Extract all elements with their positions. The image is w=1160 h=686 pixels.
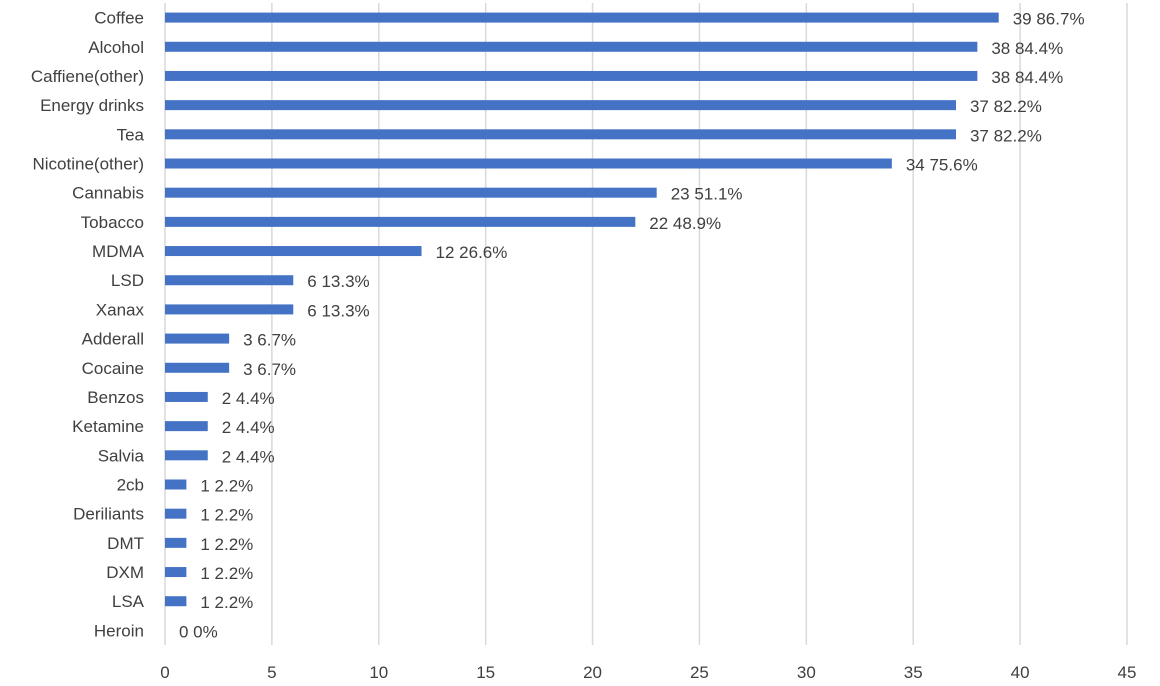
bar-salvia [165,450,208,461]
x-tick-label: 45 [1118,663,1137,682]
category-label: Coffee [94,9,144,28]
x-tick-label: 15 [476,663,495,682]
x-tick-label: 35 [904,663,923,682]
x-tick-label: 0 [160,663,169,682]
x-axis-tick-labels: 0 5 10 15 20 25 30 35 40 45 [160,663,1136,682]
bar-tea [165,129,956,140]
data-label: 2 4.4% [222,418,275,437]
data-label: 39 86.7% [1013,10,1085,29]
category-label: Adderall [82,330,144,349]
category-label: LSA [112,592,145,611]
category-label: DMT [107,534,144,553]
x-tick-label: 20 [583,663,602,682]
x-tick-label: 25 [690,663,709,682]
bar-xanax [165,304,294,315]
data-label: 1 2.2% [200,564,253,583]
data-label: 6 13.3% [307,272,369,291]
data-label: 3 6.7% [243,360,296,379]
category-label: Caffiene(other) [31,67,144,86]
bar-coffee [165,12,999,23]
bar-alcohol [165,41,978,52]
data-label: 0 0% [179,622,218,641]
bar-cocaine [165,362,230,373]
data-label: 1 2.2% [200,506,253,525]
data-label: 37 82.2% [970,97,1042,116]
x-tick-label: 5 [267,663,276,682]
bar-energy-drinks [165,100,956,111]
category-label: Salvia [98,446,145,465]
category-label: Tea [117,125,145,144]
bar-benzos [165,391,208,402]
data-label: 3 6.7% [243,331,296,350]
data-label: 38 84.4% [991,68,1063,87]
data-label: 1 2.2% [200,593,253,612]
category-label: MDMA [92,242,145,261]
x-tick-label: 40 [1011,663,1030,682]
bar-caffiene-other- [165,70,978,81]
data-label: 38 84.4% [991,39,1063,58]
data-label: 6 13.3% [307,301,369,320]
category-label: Ketamine [72,417,144,436]
category-label: Deriliants [73,505,144,524]
bar-tobacco [165,216,636,227]
data-labels: 39 86.7% 38 84.4% 38 84.4% 37 82.2% 37 82.2%… [179,10,1085,642]
bar-mdma [165,246,422,257]
category-label: Xanax [96,300,145,319]
bar-deriliants [165,508,187,519]
category-label: Nicotine(other) [33,155,145,174]
data-label: 12 26.6% [436,243,508,262]
bar-dxm [165,567,187,578]
category-label: LSD [111,271,144,290]
category-label: Heroin [94,621,144,640]
data-label: 1 2.2% [200,535,253,554]
data-label: 22 48.9% [649,214,721,233]
category-label: DXM [106,563,144,582]
category-labels: Coffee Alcohol Caffiene(other) Energy drink… [31,9,145,641]
category-label: Cannabis [72,184,144,203]
category-label: 2cb [117,476,144,495]
data-label: 2 4.4% [222,389,275,408]
bars [165,12,999,607]
category-label: Tobacco [81,213,144,232]
bar-adderall [165,333,230,344]
bar-dmt [165,537,187,548]
data-label: 23 51.1% [671,185,743,204]
data-label: 34 75.6% [906,156,978,175]
category-label: Alcohol [88,38,144,57]
category-label: Energy drinks [40,96,144,115]
category-label: Benzos [87,388,144,407]
bar-nicotine-other- [165,158,892,169]
x-tick-label: 10 [369,663,388,682]
bar-ketamine [165,421,208,432]
x-tick-label: 30 [797,663,816,682]
data-label: 37 82.2% [970,126,1042,145]
category-label: Cocaine [82,359,144,378]
data-label: 1 2.2% [200,477,253,496]
bar-cannabis [165,187,657,198]
bar-2cb [165,479,187,490]
data-label: 2 4.4% [222,447,275,466]
bar-lsd [165,275,294,286]
bar-lsa [165,596,187,607]
